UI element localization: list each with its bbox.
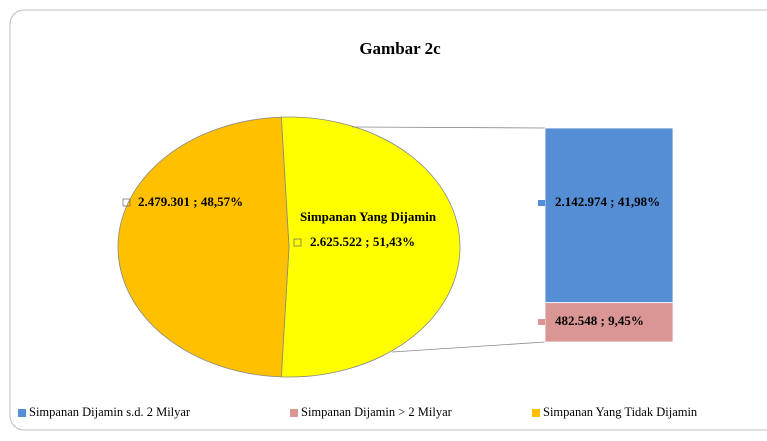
label-marker	[293, 238, 302, 247]
label-marker	[538, 200, 545, 206]
legend-label: Simpanan Dijamin > 2 Milyar	[301, 405, 453, 419]
legend-swatch	[18, 409, 26, 417]
data-label: 2.479.301 ; 48,57%	[138, 194, 243, 209]
legend-swatch	[290, 409, 298, 417]
label-marker	[538, 319, 545, 325]
data-label: 2.625.522 ; 51,43%	[310, 234, 415, 249]
connector-line	[391, 341, 546, 353]
legend-label: Simpanan Dijamin s.d. 2 Milyar	[29, 405, 191, 419]
label-marker	[122, 198, 131, 207]
legend-label: Simpanan Yang Tidak Dijamin	[543, 405, 698, 419]
bar-segment	[544, 127, 674, 304]
bar-segment	[544, 302, 674, 343]
chart-title: Gambar 2c	[359, 39, 441, 58]
data-label: 482.548 ; 9,45%	[555, 313, 644, 328]
pie-slice	[280, 116, 461, 378]
slice-label: Simpanan Yang Dijamin	[300, 209, 437, 224]
data-label: 2.142.974 ; 41,98%	[555, 194, 660, 209]
legend-swatch	[532, 409, 540, 417]
pie-slice	[117, 116, 290, 378]
connector-line	[351, 126, 546, 129]
